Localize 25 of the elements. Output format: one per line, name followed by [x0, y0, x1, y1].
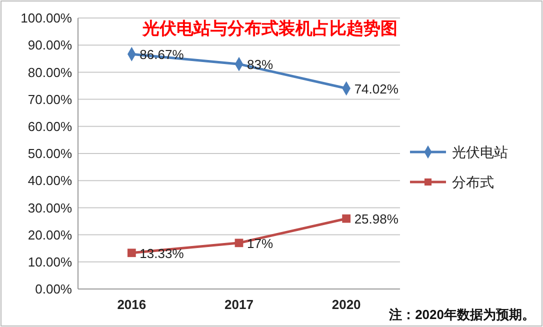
y-tick-label: 100.00% [20, 10, 72, 26]
point [234, 238, 244, 248]
y-tick-label: 90.00% [28, 38, 72, 53]
y-tick-label: 40.00% [28, 173, 72, 188]
y-tick-label: 0.00% [35, 282, 72, 297]
data-label: 74.02% [354, 81, 399, 96]
y-tick-label: 60.00% [28, 118, 72, 134]
text: 注：2020年数据为预期。 [388, 307, 535, 322]
point [127, 248, 136, 258]
point [342, 214, 351, 223]
data-label: 83% [247, 57, 274, 72]
chart-title: 光伏电站与分布式装机占比趋势图 [142, 19, 398, 38]
y-tick-label: 20.00% [28, 227, 72, 242]
y-tick-label: 80.00% [28, 64, 72, 80]
legend-label: 分布式 [452, 174, 494, 190]
y-tick-label: 70.00% [28, 92, 72, 107]
x-tick-label: 2016 [117, 297, 146, 312]
x-tick-label: 2017 [224, 297, 254, 312]
legend-label: 光伏电站 [452, 144, 508, 160]
y-tick-label: 30.00% [28, 200, 72, 216]
data-label: 25.98% [354, 212, 399, 227]
y-tick-label: 10.00% [28, 254, 72, 270]
x-tick-label: 2020 [332, 297, 361, 312]
data-label: 17% [247, 236, 274, 251]
y-tick-label: 50.00% [28, 146, 72, 162]
